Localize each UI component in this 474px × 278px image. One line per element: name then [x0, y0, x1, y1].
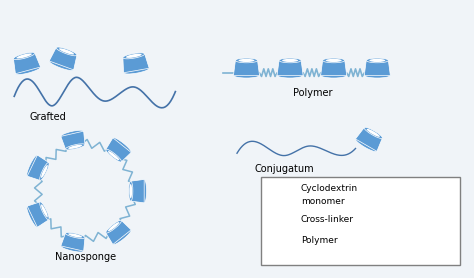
Ellipse shape — [40, 162, 49, 180]
Ellipse shape — [277, 73, 303, 78]
Ellipse shape — [276, 187, 288, 189]
Ellipse shape — [40, 202, 49, 220]
Ellipse shape — [234, 73, 260, 78]
Ellipse shape — [323, 58, 345, 63]
Ellipse shape — [128, 181, 133, 201]
Ellipse shape — [367, 129, 380, 137]
Ellipse shape — [279, 58, 301, 63]
Ellipse shape — [106, 149, 121, 162]
Ellipse shape — [49, 60, 74, 71]
Text: Polymer: Polymer — [293, 88, 333, 98]
Polygon shape — [272, 188, 292, 199]
Ellipse shape — [65, 144, 85, 150]
Ellipse shape — [27, 206, 38, 227]
Ellipse shape — [68, 233, 82, 237]
Polygon shape — [61, 131, 85, 149]
Text: Polymer: Polymer — [301, 236, 337, 245]
Text: monomer: monomer — [301, 197, 345, 206]
Polygon shape — [131, 179, 144, 203]
Ellipse shape — [364, 127, 383, 138]
Polygon shape — [106, 138, 131, 162]
Ellipse shape — [65, 232, 85, 239]
Ellipse shape — [41, 165, 48, 178]
Polygon shape — [106, 220, 131, 244]
Ellipse shape — [13, 52, 35, 59]
Ellipse shape — [68, 145, 82, 149]
Polygon shape — [320, 60, 347, 75]
Polygon shape — [233, 60, 260, 75]
Ellipse shape — [326, 59, 342, 62]
Polygon shape — [123, 54, 149, 73]
Ellipse shape — [108, 222, 119, 231]
Ellipse shape — [356, 138, 377, 152]
Text: Cyclodextrin: Cyclodextrin — [301, 184, 358, 193]
Ellipse shape — [272, 197, 292, 201]
Text: Cross-linker: Cross-linker — [301, 215, 354, 224]
Ellipse shape — [126, 54, 142, 58]
Ellipse shape — [142, 179, 146, 203]
Ellipse shape — [61, 245, 84, 252]
Ellipse shape — [61, 130, 84, 137]
Ellipse shape — [124, 67, 149, 74]
FancyBboxPatch shape — [261, 177, 460, 265]
Ellipse shape — [15, 66, 41, 75]
Ellipse shape — [282, 59, 298, 62]
Ellipse shape — [27, 155, 38, 176]
Text: Conjugatum: Conjugatum — [255, 164, 314, 174]
Polygon shape — [356, 128, 383, 151]
Ellipse shape — [17, 53, 32, 59]
Polygon shape — [365, 60, 391, 75]
Ellipse shape — [320, 73, 347, 78]
Ellipse shape — [369, 59, 385, 62]
Polygon shape — [61, 233, 85, 251]
Polygon shape — [49, 48, 77, 70]
Ellipse shape — [236, 58, 257, 63]
Polygon shape — [27, 155, 49, 180]
Ellipse shape — [56, 47, 77, 56]
Ellipse shape — [238, 59, 255, 62]
Ellipse shape — [113, 138, 131, 153]
Text: Grafted: Grafted — [29, 112, 66, 122]
Text: Nanosponge: Nanosponge — [55, 252, 116, 262]
Ellipse shape — [273, 186, 291, 190]
Ellipse shape — [366, 58, 388, 63]
Polygon shape — [27, 202, 49, 227]
Ellipse shape — [59, 48, 74, 54]
Ellipse shape — [365, 73, 391, 78]
Ellipse shape — [123, 53, 145, 59]
Ellipse shape — [129, 184, 132, 198]
Ellipse shape — [41, 204, 48, 217]
Ellipse shape — [113, 230, 131, 245]
Polygon shape — [13, 53, 41, 74]
Ellipse shape — [106, 220, 121, 233]
Polygon shape — [277, 60, 303, 75]
Ellipse shape — [108, 151, 119, 160]
